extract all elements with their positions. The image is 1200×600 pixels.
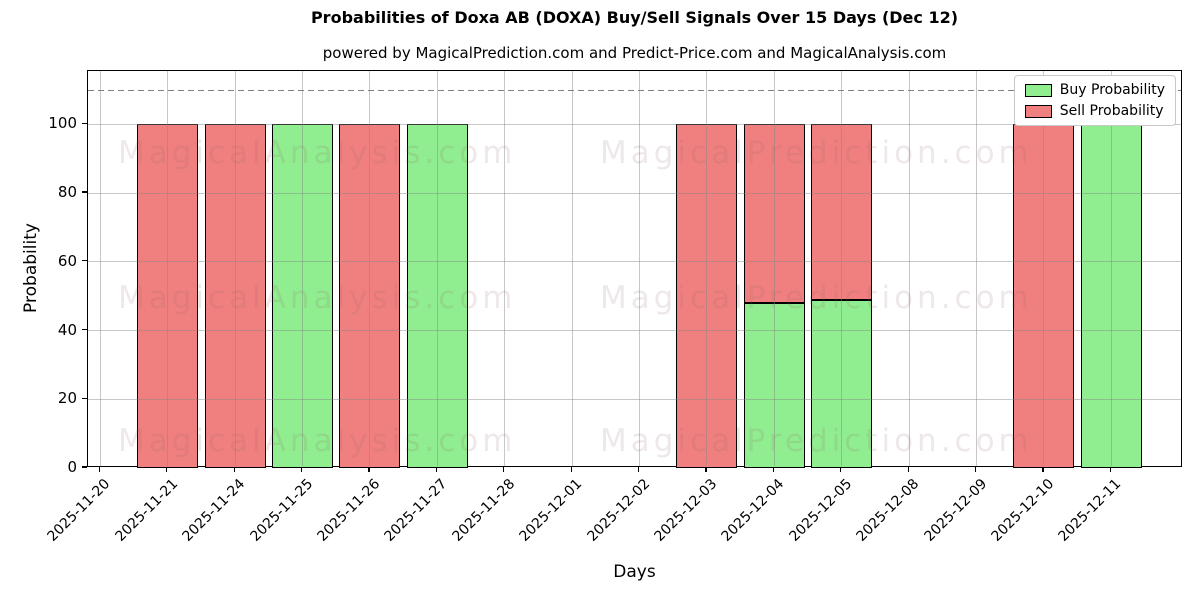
x-tick-mark — [166, 467, 168, 472]
x-tick-mark — [503, 467, 505, 472]
chart-title: Probabilities of Doxa AB (DOXA) Buy/Sell… — [310, 8, 959, 27]
y-tick-mark — [81, 466, 87, 468]
x-tick-mark — [368, 467, 370, 472]
gridline-vertical — [639, 71, 640, 466]
y-tick-mark — [81, 260, 87, 262]
x-tick-mark — [705, 467, 707, 472]
gridline-vertical — [976, 71, 977, 466]
bar-segment-buy — [406, 124, 468, 468]
legend-label-buy: Buy Probability — [1059, 82, 1165, 98]
legend-item-buy: Buy Probability — [1024, 82, 1165, 98]
x-tick-mark — [98, 467, 100, 472]
x-tick-mark — [974, 467, 977, 472]
y-tick-label: 40 — [57, 320, 77, 339]
bar-segment-buy — [1080, 124, 1142, 468]
plot-area: Buy Probability Sell Probability Magical… — [87, 70, 1182, 468]
x-tick-label: 2025-11-25 — [246, 476, 316, 545]
y-tick-label: 20 — [57, 389, 77, 408]
legend: Buy Probability Sell Probability — [1013, 75, 1176, 126]
x-tick-label: 2025-12-01 — [516, 476, 586, 545]
x-tick-mark — [233, 467, 235, 472]
x-tick-label: 2025-12-03 — [651, 476, 721, 545]
y-tick-mark — [81, 397, 87, 399]
bar-segment-sell — [743, 124, 805, 303]
x-tick-label: 2025-12-02 — [583, 476, 653, 545]
x-tick-label: 2025-12-11 — [1055, 476, 1125, 545]
x-axis-label: Days — [613, 562, 656, 582]
x-tick-mark — [772, 467, 774, 472]
gridline-vertical — [908, 71, 910, 466]
x-tick-mark — [435, 467, 437, 472]
bar-segment-sell — [811, 124, 873, 300]
bar-segment-buy — [272, 124, 333, 468]
bar-segment-sell — [339, 124, 401, 468]
y-tick-label: 80 — [57, 183, 77, 202]
gridline-vertical — [571, 71, 573, 466]
x-tick-label: 2025-11-26 — [314, 476, 384, 545]
y-tick-label: 0 — [67, 458, 77, 476]
sell-swatch-icon — [1024, 104, 1052, 118]
bar-segment-buy — [743, 303, 805, 468]
y-tick-label: 100 — [48, 114, 77, 133]
y-tick-mark — [81, 191, 87, 193]
legend-label-sell: Sell Probability — [1059, 103, 1164, 119]
x-tick-mark — [1042, 467, 1044, 472]
x-tick-label: 2025-11-20 — [44, 476, 114, 545]
y-tick-mark — [81, 328, 87, 331]
x-tick-label: 2025-11-27 — [381, 476, 451, 545]
legend-item-sell: Sell Probability — [1024, 103, 1165, 119]
x-tick-label: 2025-12-04 — [718, 476, 788, 545]
x-tick-label: 2025-11-21 — [112, 476, 182, 545]
gridline-vertical — [504, 71, 506, 466]
x-tick-mark — [907, 467, 909, 472]
buy-swatch-icon — [1024, 83, 1052, 97]
gridline-vertical — [99, 71, 101, 466]
x-tick-mark — [300, 467, 303, 472]
x-tick-mark — [637, 467, 640, 472]
y-tick-mark — [81, 122, 87, 124]
y-tick-label: 60 — [57, 251, 77, 270]
x-tick-label: 2025-11-24 — [179, 476, 249, 545]
bar-segment-sell — [676, 124, 738, 468]
x-tick-mark — [570, 467, 572, 472]
reference-line — [88, 89, 1181, 92]
x-tick-label: 2025-11-28 — [449, 476, 519, 545]
x-tick-label: 2025-12-05 — [786, 476, 856, 545]
x-tick-label: 2025-12-08 — [853, 476, 923, 545]
chart-subtitle: powered by MagicalPrediction.com and Pre… — [322, 44, 947, 62]
x-tick-label: 2025-12-10 — [988, 476, 1058, 545]
x-tick-label: 2025-12-09 — [920, 476, 990, 545]
x-tick-mark — [1109, 467, 1111, 472]
x-tick-mark — [840, 467, 842, 472]
bar-segment-sell — [137, 124, 199, 468]
bar-segment-sell — [1013, 124, 1075, 468]
bar-segment-sell — [204, 124, 266, 468]
bar-segment-buy — [811, 299, 873, 468]
